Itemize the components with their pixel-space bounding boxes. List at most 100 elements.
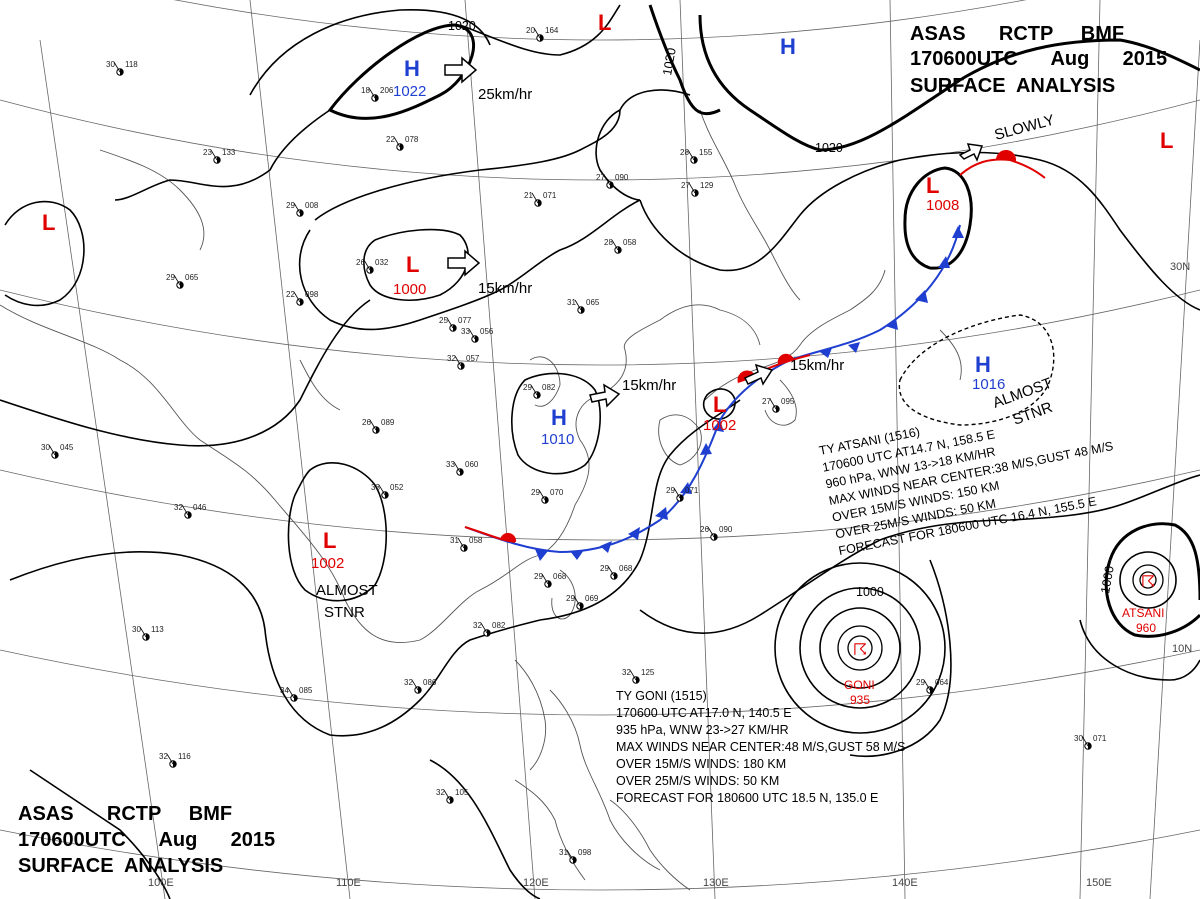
typhoon-symbol-icon: ☈ bbox=[853, 642, 867, 659]
station-pressure: 008 bbox=[305, 201, 319, 210]
motion-label-stnr-a: STNR bbox=[324, 604, 365, 621]
typhoon-atsani-name: ATSANI bbox=[1122, 606, 1164, 620]
low-symbol-west: L bbox=[42, 210, 55, 235]
station-pressure: 052 bbox=[390, 483, 404, 492]
wind-barb-icon bbox=[707, 526, 715, 538]
station-pressure: 113 bbox=[151, 625, 164, 634]
wind-barb-icon bbox=[611, 239, 619, 251]
wind-barb-icon bbox=[468, 328, 476, 340]
high-symbol-ne: H bbox=[780, 34, 796, 59]
station-temperature: 30 bbox=[106, 60, 115, 69]
station-pressure: 071 bbox=[685, 486, 699, 495]
wind-barb-icon bbox=[603, 174, 611, 186]
station-plot: 30 113 bbox=[132, 625, 164, 641]
station-pressure: 071 bbox=[543, 191, 557, 200]
lon-label-110e: 110E bbox=[336, 877, 361, 889]
header-datetime: 170600UTC Aug 2015 bbox=[910, 48, 1167, 70]
wind-barb-icon bbox=[393, 136, 401, 148]
station-temperature: 29 bbox=[566, 594, 575, 603]
station-pressure: 082 bbox=[492, 621, 506, 630]
station-pressure: 164 bbox=[545, 26, 559, 35]
station-temperature: 27 bbox=[596, 173, 605, 182]
station-temperature: 22 bbox=[286, 290, 295, 299]
station-plot: 26 032 bbox=[356, 258, 389, 274]
goni-bulletin-line: TY GONI (1515) bbox=[616, 689, 707, 703]
typhoon-goni-bulletin: TY GONI (1515) 170600 UTC AT17.0 N, 140.… bbox=[616, 689, 905, 805]
station-pressure: 065 bbox=[185, 273, 199, 282]
header-title: SURFACE ANALYSIS bbox=[910, 75, 1115, 97]
station-plot: 31 065 bbox=[567, 298, 600, 314]
isobar-label-1020c: 1020 bbox=[815, 141, 843, 155]
station-pressure: 129 bbox=[700, 181, 714, 190]
station-plot: 22 098 bbox=[286, 290, 319, 306]
wind-barb-icon bbox=[443, 789, 451, 801]
station-plot: 29 069 bbox=[566, 594, 599, 610]
station-temperature: 29 bbox=[531, 488, 540, 497]
station-pressure: 125 bbox=[641, 668, 655, 677]
header-title: SURFACE ANALYSIS bbox=[18, 855, 223, 877]
station-pressure: 032 bbox=[375, 258, 389, 267]
station-plot: 32 116 bbox=[159, 752, 191, 768]
low-symbol-kamchatka: L bbox=[926, 173, 939, 198]
low-symbol-mongolia: L bbox=[406, 252, 419, 277]
station-temperature: 29 bbox=[523, 383, 532, 392]
wind-barb-icon bbox=[287, 687, 295, 699]
station-temperature: 20 bbox=[526, 26, 535, 35]
station-pressure: 090 bbox=[615, 173, 629, 182]
station-temperature: 32 bbox=[473, 621, 482, 630]
wind-barb-icon bbox=[531, 192, 539, 204]
wind-barb-icon bbox=[293, 202, 301, 214]
wind-barb-icon bbox=[541, 573, 549, 585]
station-pressure: 056 bbox=[480, 327, 494, 336]
station-pressure: 069 bbox=[585, 594, 599, 603]
station-pressure: 068 bbox=[553, 572, 567, 581]
wind-barb-icon bbox=[181, 504, 189, 516]
wind-barb-icon bbox=[769, 398, 777, 410]
station-temperature: 29 bbox=[916, 678, 925, 687]
typhoon-goni-marker: ☈ GONI 935 bbox=[844, 642, 875, 707]
station-pressure: 090 bbox=[719, 525, 733, 534]
wind-barb-icon bbox=[210, 149, 218, 161]
station-plot: 22 078 bbox=[386, 135, 419, 151]
typhoon-symbol-icon: ☈ bbox=[1141, 574, 1155, 591]
isobar-label-1000a: 1000 bbox=[856, 585, 884, 599]
wind-barb-icon bbox=[369, 419, 377, 431]
station-pressure: 064 bbox=[935, 678, 949, 687]
station-pressure: 065 bbox=[586, 298, 600, 307]
station-plot: 32 046 bbox=[174, 503, 207, 519]
typhoon-atsani-pressure: 960 bbox=[1136, 621, 1156, 635]
station-pressure: 206 bbox=[380, 86, 394, 95]
station-pressure: 082 bbox=[542, 383, 556, 392]
station-temperature: 25 bbox=[439, 316, 448, 325]
station-plot: 30 118 bbox=[106, 60, 138, 76]
goni-bulletin-line: OVER 15M/S WINDS: 180 KM bbox=[616, 757, 786, 771]
wind-barb-icon bbox=[1081, 735, 1089, 747]
station-plot: 32 125 bbox=[622, 668, 655, 684]
station-pressure: 086 bbox=[423, 678, 437, 687]
station-plot: 18 206 bbox=[361, 86, 394, 102]
station-pressure: 060 bbox=[465, 460, 479, 469]
wind-barb-icon bbox=[573, 595, 581, 607]
header-top-right: ASAS RCTP BMF 170600UTC Aug 2015 SURFACE… bbox=[910, 23, 1167, 97]
station-temperature: 32 bbox=[436, 788, 445, 797]
station-pressure: 058 bbox=[623, 238, 637, 247]
station-plot: 32 105 bbox=[436, 788, 469, 804]
wind-barb-icon bbox=[538, 489, 546, 501]
station-pressure: 095 bbox=[781, 397, 795, 406]
station-temperature: 26 bbox=[362, 418, 371, 427]
wind-barb-icon bbox=[629, 669, 637, 681]
station-temperature: 29 bbox=[666, 486, 675, 495]
high-value-east: 1016 bbox=[972, 376, 1005, 393]
wind-barb-icon bbox=[673, 487, 681, 499]
station-plot: 31 058 bbox=[450, 536, 483, 552]
station-temperature: 34 bbox=[280, 686, 289, 695]
wind-barb-icon bbox=[454, 355, 462, 367]
station-temperature: 22 bbox=[386, 135, 395, 144]
wind-barb-icon bbox=[574, 299, 582, 311]
wind-barb-icon bbox=[688, 182, 696, 194]
station-pressure: 118 bbox=[125, 60, 138, 69]
goni-bulletin-line: 935 hPa, WNW 23->27 KM/HR bbox=[616, 723, 789, 737]
isobar-labels: 1020 1020 1020 1000 1000 bbox=[448, 19, 1117, 599]
station-temperature: 21 bbox=[524, 191, 533, 200]
isobar-label-1020b: 1020 bbox=[660, 47, 679, 77]
